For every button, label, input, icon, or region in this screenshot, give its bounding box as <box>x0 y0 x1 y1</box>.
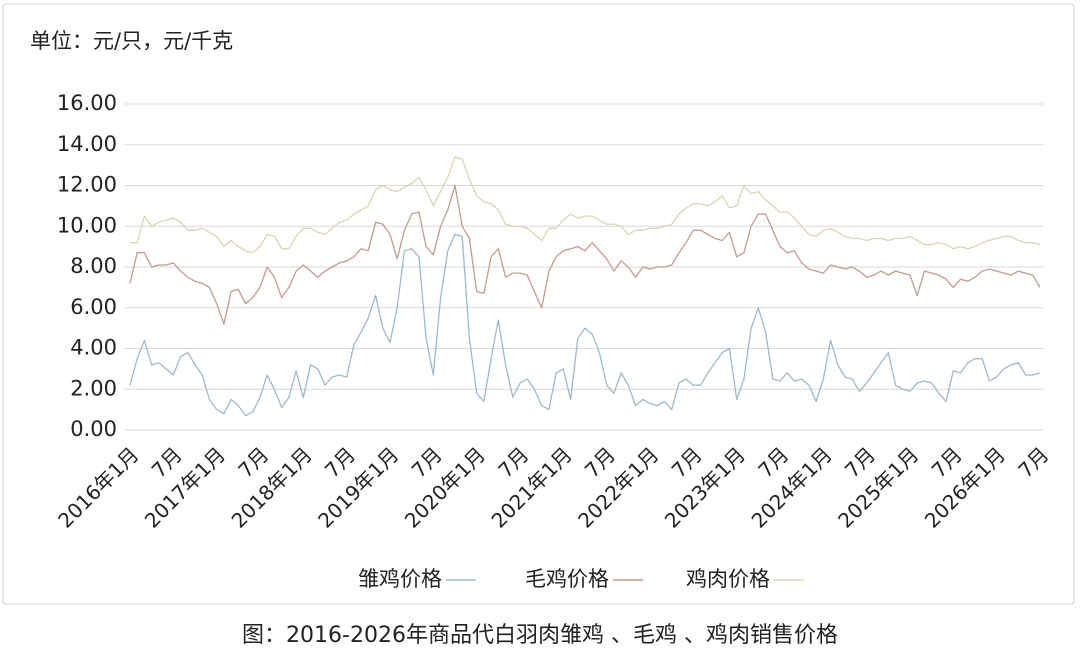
x-tick-label: 7月 <box>1013 442 1053 482</box>
x-tick-label: 2018年1月 <box>227 442 317 532</box>
legend-label: 雏鸡价格 <box>358 567 442 591</box>
legend-label: 毛鸡价格 <box>525 567 609 591</box>
chart-frame <box>2 3 1075 605</box>
x-tick-label: 2026年1月 <box>920 442 1010 532</box>
y-tick-label: 12.00 <box>57 173 117 197</box>
y-tick-label: 4.00 <box>70 336 117 360</box>
x-tick-label: 2023年1月 <box>660 442 750 532</box>
x-tick-label: 2022年1月 <box>573 442 663 532</box>
y-tick-label: 6.00 <box>70 295 117 319</box>
x-tick-label: 2020年1月 <box>400 442 490 532</box>
legend-label: 鸡肉价格 <box>686 567 770 591</box>
x-tick-label: 2017年1月 <box>140 442 230 532</box>
series-line <box>129 233 1041 417</box>
x-tick-label: 2021年1月 <box>487 442 577 532</box>
series-line <box>129 184 1041 325</box>
y-tick-label: 10.00 <box>57 213 117 237</box>
x-tick-label: 2019年1月 <box>313 442 403 532</box>
x-tick-label: 2016年1月 <box>53 442 143 532</box>
series-line <box>130 156 1041 254</box>
y-tick-label: 14.00 <box>57 132 117 156</box>
y-tick-label: 2.00 <box>70 376 117 400</box>
unit-label: 单位：元/只，元/千克 <box>30 29 233 53</box>
x-tick-label: 2024年1月 <box>747 442 837 532</box>
y-tick-label: 0.00 <box>70 417 117 441</box>
caption: 图：2016-2026年商品代白羽肉雏鸡 、毛鸡 、鸡肉销售价格 <box>242 623 838 648</box>
x-tick-label: 2025年1月 <box>833 442 923 532</box>
y-tick-label: 16.00 <box>57 91 117 115</box>
y-tick-label: 8.00 <box>70 254 117 278</box>
